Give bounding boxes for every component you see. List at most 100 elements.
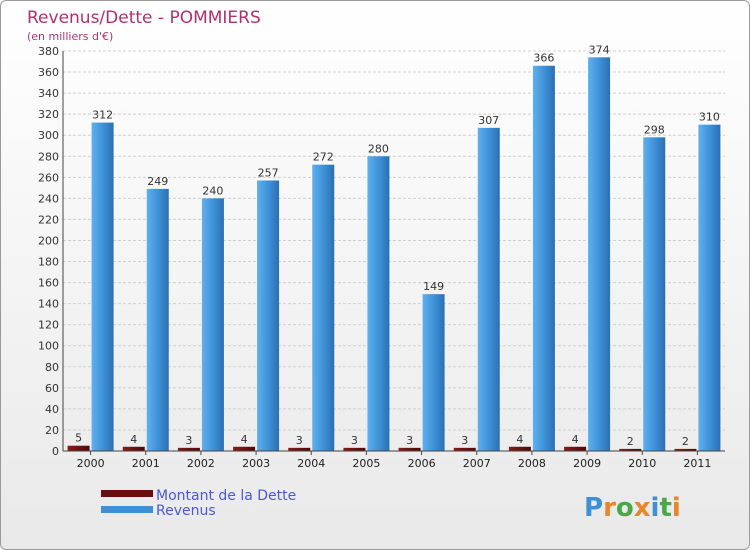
bar-debt — [288, 447, 311, 451]
x-tick-label: 2007 — [463, 457, 491, 470]
bar-revenus — [532, 65, 555, 451]
y-tick-label: 0 — [52, 445, 59, 458]
y-tick-label: 40 — [45, 403, 59, 416]
data-label-revenus: 307 — [478, 114, 499, 127]
x-tick-label: 2010 — [628, 457, 656, 470]
chart-title: Revenus/Dette - POMMIERS — [27, 8, 261, 28]
logo-letter: t — [659, 493, 671, 523]
data-label-revenus: 280 — [368, 142, 389, 155]
x-tick-label: 2001 — [132, 457, 160, 470]
bar-debt — [177, 447, 200, 451]
bar-debt — [343, 447, 366, 451]
data-label-revenus: 374 — [589, 43, 610, 56]
legend-label-revenus: Revenus — [156, 503, 216, 519]
y-tick-label: 240 — [38, 192, 59, 205]
bar-revenus — [312, 164, 335, 451]
bar-revenus — [422, 294, 445, 451]
data-label-debt: 3 — [296, 434, 303, 447]
data-label-debt: 4 — [572, 433, 579, 446]
data-label-debt: 3 — [406, 434, 413, 447]
bar-revenus — [367, 156, 390, 451]
y-tick-label: 200 — [38, 234, 59, 247]
bar-debt — [67, 445, 90, 451]
bar-revenus — [91, 122, 114, 451]
data-label-debt: 2 — [682, 435, 689, 448]
data-label-debt: 2 — [627, 435, 634, 448]
y-tick-label: 80 — [45, 361, 59, 374]
bar-debt — [122, 446, 145, 451]
logo-letter: o — [616, 493, 634, 523]
x-tick-label: 2004 — [297, 457, 325, 470]
x-tick-label: 2011 — [683, 457, 711, 470]
bar-debt — [674, 448, 697, 451]
y-tick-label: 100 — [38, 340, 59, 353]
logo-letter: i — [672, 493, 681, 523]
x-tick-label: 2006 — [408, 457, 436, 470]
y-tick-label: 320 — [38, 108, 59, 121]
data-label-revenus: 272 — [313, 151, 334, 164]
logo-letter: r — [603, 493, 616, 523]
y-tick-label: 360 — [38, 66, 59, 79]
y-tick-label: 20 — [45, 424, 59, 437]
logo-letter: x — [634, 493, 651, 523]
x-tick-label: 2008 — [518, 457, 546, 470]
y-tick-label: 60 — [45, 382, 59, 395]
bar-revenus — [698, 124, 721, 452]
bar-revenus — [146, 188, 169, 452]
y-tick-label: 220 — [38, 213, 59, 226]
data-label-revenus: 149 — [423, 280, 444, 293]
data-label-debt: 5 — [75, 432, 82, 445]
data-label-debt: 4 — [241, 433, 248, 446]
y-tick-label: 180 — [38, 256, 59, 269]
bar-debt — [398, 447, 421, 451]
bar-debt — [508, 446, 531, 451]
legend-swatch-revenus — [101, 506, 153, 513]
legend-label-debt: Montant de la Dette — [156, 488, 296, 504]
data-label-debt: 3 — [461, 434, 468, 447]
bar-revenus — [201, 198, 224, 451]
y-tick-label: 280 — [38, 150, 59, 163]
bar-revenus — [257, 180, 280, 451]
x-tick-label: 2005 — [352, 457, 380, 470]
x-tick-label: 2000 — [77, 457, 105, 470]
data-label-revenus: 366 — [533, 52, 554, 65]
data-label-revenus: 298 — [644, 123, 665, 136]
bar-revenus — [477, 127, 500, 451]
data-label-debt: 3 — [351, 434, 358, 447]
data-label-revenus: 249 — [147, 175, 168, 188]
y-tick-label: 140 — [38, 298, 59, 311]
y-tick-label: 300 — [38, 129, 59, 142]
bars-layer: 5 312 4 249 3 240 4 257 3 272 3 280 3 149 3 307 4 366 4 374… — [67, 43, 721, 452]
data-label-revenus: 240 — [202, 184, 223, 197]
logo-letter: P — [584, 493, 603, 523]
bar-revenus — [643, 137, 666, 451]
legend-swatch-debt — [101, 490, 153, 497]
y-tick-label: 380 — [38, 45, 59, 58]
x-tick-label: 2002 — [187, 457, 215, 470]
y-tick-label: 340 — [38, 87, 59, 100]
data-label-debt: 3 — [185, 434, 192, 447]
y-tick-label: 160 — [38, 277, 59, 290]
bar-debt — [233, 446, 256, 451]
bar-revenus — [588, 57, 611, 451]
bar-debt — [564, 446, 587, 451]
data-label-revenus: 310 — [699, 111, 720, 124]
legend: Montant de la Dette Revenus — [101, 488, 296, 519]
bar-debt — [619, 448, 642, 451]
bar-debt — [453, 447, 476, 451]
data-label-debt: 4 — [130, 433, 137, 446]
data-label-debt: 4 — [516, 433, 523, 446]
y-tick-label: 120 — [38, 319, 59, 332]
data-label-revenus: 257 — [258, 166, 279, 179]
x-axis: 2000 2001 2002 2003 2004 2005 2006 2007 2008 2009… — [63, 450, 725, 470]
y-axis: 0 20 40 60 80 100 120 140 160 180 200 220 240 260 280 3… — [38, 45, 64, 458]
y-tick-label: 260 — [38, 171, 59, 184]
proxiti-logo: Proxiti — [584, 493, 681, 523]
x-tick-label: 2003 — [242, 457, 270, 470]
grid-layer — [63, 50, 725, 452]
chart-subtitle: (en milliers d'€) — [27, 30, 113, 43]
x-tick-label: 2009 — [573, 457, 601, 470]
logo-letter: i — [651, 493, 660, 523]
